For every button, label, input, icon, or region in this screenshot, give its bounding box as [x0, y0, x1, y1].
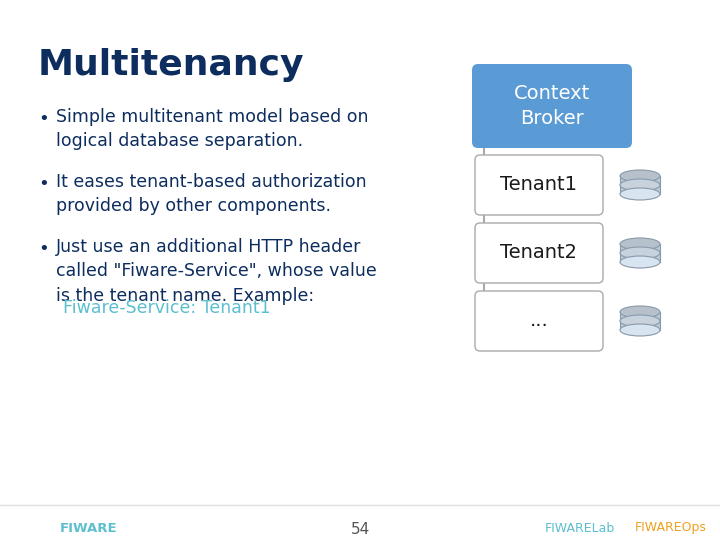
Text: •: •: [38, 110, 49, 128]
Ellipse shape: [620, 170, 660, 182]
Text: •: •: [38, 240, 49, 258]
FancyBboxPatch shape: [475, 223, 603, 283]
Text: It eases tenant-based authorization
provided by other components.: It eases tenant-based authorization prov…: [56, 173, 366, 215]
Text: FIWARELab: FIWARELab: [545, 521, 616, 535]
FancyBboxPatch shape: [472, 64, 632, 148]
Ellipse shape: [620, 238, 660, 250]
Text: •: •: [38, 175, 49, 193]
Text: FIWAREOps: FIWAREOps: [635, 521, 707, 535]
Ellipse shape: [620, 179, 660, 191]
Text: ...: ...: [530, 311, 549, 331]
Text: 54: 54: [351, 523, 369, 538]
FancyBboxPatch shape: [475, 155, 603, 215]
FancyBboxPatch shape: [475, 291, 603, 351]
Text: Simple multitenant model based on
logical database separation.: Simple multitenant model based on logica…: [56, 108, 369, 150]
Text: Tenant2: Tenant2: [500, 243, 577, 263]
FancyBboxPatch shape: [620, 244, 660, 262]
FancyBboxPatch shape: [620, 176, 660, 194]
Ellipse shape: [620, 324, 660, 336]
Text: Context
Broker: Context Broker: [514, 85, 590, 128]
Ellipse shape: [620, 315, 660, 327]
Ellipse shape: [620, 256, 660, 268]
Ellipse shape: [620, 188, 660, 200]
Ellipse shape: [620, 247, 660, 259]
Ellipse shape: [620, 306, 660, 318]
Text: FIWARE: FIWARE: [60, 521, 117, 535]
Text: Tenant1: Tenant1: [500, 175, 577, 195]
Text: Multitenancy: Multitenancy: [38, 48, 305, 82]
FancyBboxPatch shape: [620, 312, 660, 330]
Text: Just use an additional HTTP header
called "Fiware-Service", whose value
is the t: Just use an additional HTTP header calle…: [56, 238, 377, 305]
Text: Fiware-Service: Tenant1: Fiware-Service: Tenant1: [52, 299, 271, 317]
